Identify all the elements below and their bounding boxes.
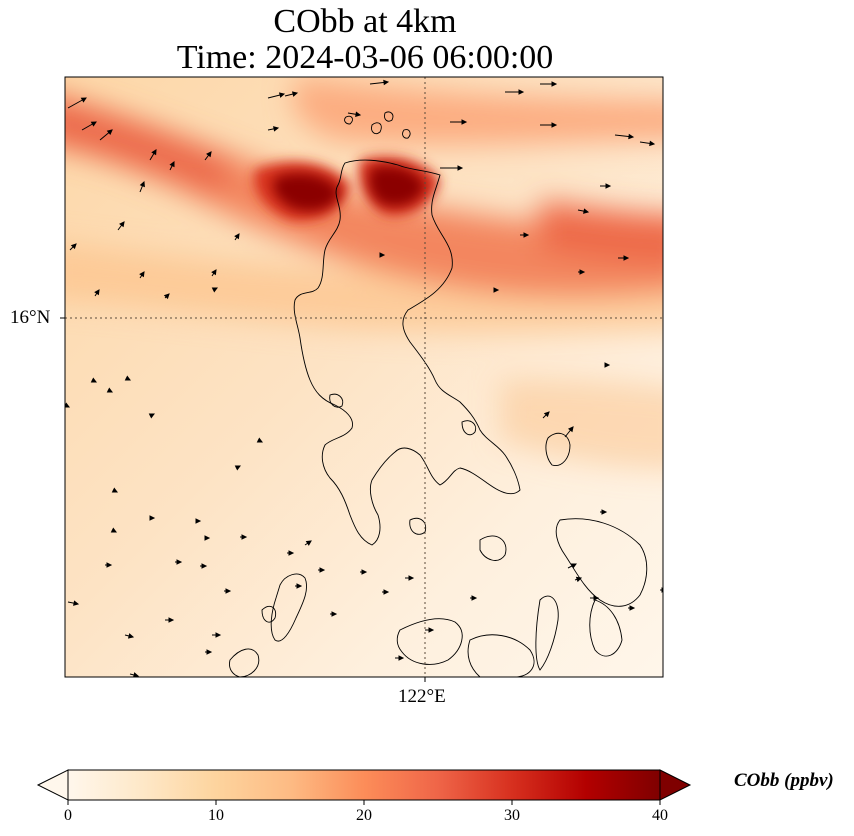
- colorbar-extend-min: [36, 769, 69, 801]
- coastlines: [229, 111, 648, 677]
- colorbar-extend-max: [659, 769, 692, 801]
- co-field: [65, 77, 663, 677]
- gridlines: [65, 77, 663, 677]
- colorbar-tick-40: 40: [652, 807, 668, 824]
- colorbar-gradient: [68, 770, 660, 800]
- colorbar-label: CObb (ppbv): [734, 770, 834, 791]
- colorbar-tick-0: 0: [64, 807, 72, 824]
- map-title-line-2: Time: 2024-03-06 06:00:00: [176, 39, 554, 76]
- lon-label-122e: 122°E: [398, 686, 446, 707]
- map-title-line-1: CObb at 4km: [273, 3, 457, 40]
- lat-label-16n: 16°N: [10, 307, 51, 328]
- colorbar-tick-30: 30: [504, 807, 520, 824]
- colorbar: [36, 769, 692, 805]
- colorbar-tick-20: 20: [356, 807, 372, 824]
- colorbar-tick-10: 10: [208, 807, 224, 824]
- wind-vectors: [65, 79, 663, 677]
- map-frame: [64, 76, 664, 678]
